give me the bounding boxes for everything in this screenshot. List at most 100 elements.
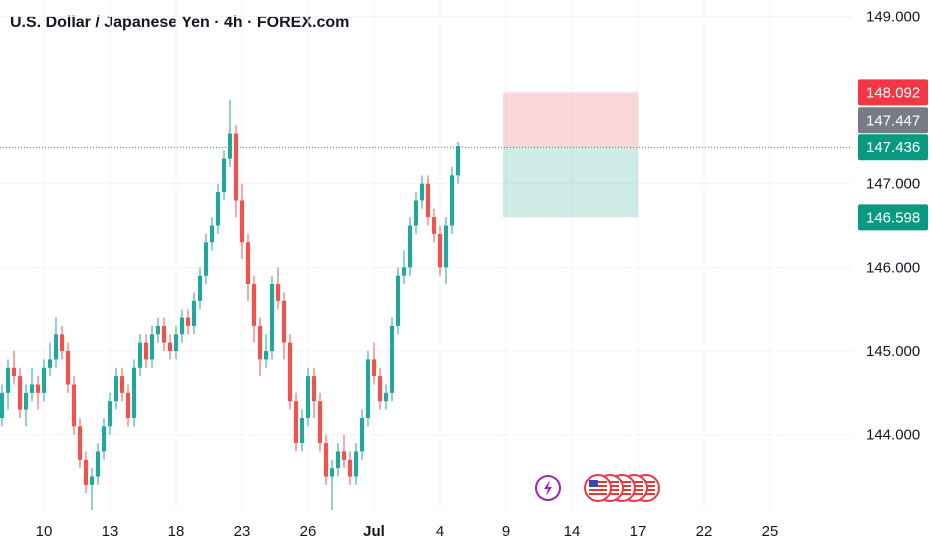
us-flag-icon[interactable] [584, 474, 612, 502]
price-tags: 148.092 147.447 147.436 146.598 [858, 79, 928, 231]
candle-body [0, 392, 5, 418]
x-tick-label: Jul [363, 523, 385, 540]
candle-body [359, 417, 365, 452]
candle-body [455, 146, 461, 176]
price-tag-label: 148.092 [866, 84, 920, 101]
candle-body [29, 384, 35, 393]
candle-body [341, 451, 347, 460]
price-tag-label: 146.598 [866, 209, 920, 226]
x-axis: 10 13 18 23 26 Jul 4 9 14 17 22 25 [36, 523, 779, 540]
chart-title: U.S. Dollar / Japanese Yen · 4h · FOREX.… [10, 14, 350, 31]
candle-body [185, 317, 191, 326]
candle-body [251, 284, 257, 326]
candle-body [221, 158, 227, 193]
price-tag-bg [858, 107, 928, 134]
price-tag-label: 147.447 [866, 112, 920, 129]
candle-body [287, 342, 293, 402]
candle-body [59, 334, 65, 352]
candle-body [239, 200, 245, 243]
price-tag[interactable]: 147.436 [858, 134, 928, 161]
candle-body [407, 225, 413, 268]
candle-body [149, 334, 155, 360]
candle-body [293, 401, 299, 444]
candle-body [41, 367, 47, 393]
candle-body [245, 242, 251, 285]
y-axis: 144.000 145.000 146.000 147.000 149.000 [866, 8, 920, 443]
price-tag-bg [858, 134, 928, 161]
candle-body [77, 426, 83, 460]
candle-body [155, 325, 161, 335]
candle-body [371, 359, 377, 377]
candle-body [395, 275, 401, 326]
lightning-icon[interactable] [535, 475, 561, 501]
x-tick-label: 26 [300, 523, 317, 540]
stop-zone [503, 147, 638, 218]
price-tag-bg [858, 204, 928, 231]
x-tick-label: 10 [36, 523, 53, 540]
x-tick-label: 9 [502, 523, 510, 540]
y-tick-label: 149.000 [866, 8, 920, 25]
price-tag[interactable]: 147.447 [858, 107, 928, 134]
candle-body [101, 426, 107, 452]
flag-stripe [589, 493, 607, 495]
candle-body [383, 392, 389, 402]
candle-body [119, 376, 125, 393]
candle-body [143, 342, 149, 360]
candle-body [107, 401, 113, 427]
candle-body [419, 183, 425, 201]
candle-body [71, 384, 77, 427]
candle-body [335, 451, 341, 469]
candle-body [347, 459, 353, 477]
candle-body [137, 342, 143, 368]
candle-body [173, 334, 179, 352]
y-tick-label: 144.000 [866, 427, 920, 444]
candle-body [437, 233, 443, 268]
candle-body [11, 367, 17, 377]
candle-body [281, 300, 287, 343]
candle-body [263, 351, 269, 360]
x-tick-label: 22 [696, 523, 713, 540]
candle-body [17, 376, 23, 410]
candle-body [431, 217, 437, 234]
y-tick-label: 145.000 [866, 343, 920, 360]
candle-body [299, 417, 305, 444]
candle-body [269, 284, 275, 352]
candle-body [23, 392, 29, 410]
candle-body [227, 133, 233, 159]
x-tick-label: 14 [564, 523, 581, 540]
price-tag-label: 147.436 [866, 139, 920, 156]
candle-body [197, 275, 203, 301]
price-tag[interactable]: 148.092 [858, 79, 928, 106]
grid [0, 0, 852, 510]
candle-body [413, 200, 419, 226]
candle-body [389, 325, 395, 393]
candle-body [65, 351, 71, 385]
candle-body [443, 225, 449, 268]
candle-body [233, 133, 239, 201]
candle-body [209, 225, 215, 243]
candle-body [323, 443, 329, 477]
price-tag-bg [858, 79, 928, 106]
candle-body [5, 367, 11, 393]
target-zone [503, 92, 638, 148]
position-zones [503, 92, 638, 218]
x-tick-label: 18 [168, 523, 185, 540]
candle-body [35, 384, 41, 393]
candle-body [179, 317, 185, 335]
candle-body [275, 284, 281, 301]
price-tag[interactable]: 146.598 [858, 204, 928, 231]
candle-body [329, 468, 335, 477]
y-tick-label: 146.000 [866, 259, 920, 276]
x-tick-label: 4 [436, 523, 444, 540]
candle-body [353, 451, 359, 477]
candle-body [83, 459, 89, 485]
candle-body [311, 376, 317, 402]
lightning-icon-bolt [544, 480, 552, 496]
candle-body [95, 451, 101, 477]
candle-body [131, 367, 137, 418]
candle-body [125, 392, 131, 418]
flag-stripe [589, 489, 607, 491]
event-icons [535, 474, 660, 502]
candle-body [113, 376, 119, 402]
